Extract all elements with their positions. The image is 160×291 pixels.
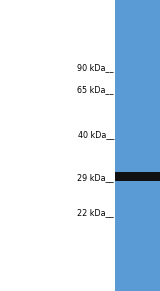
Text: 22 kDa__: 22 kDa__	[77, 208, 114, 217]
Text: 29 kDa__: 29 kDa__	[77, 173, 114, 182]
Bar	[115, 0, 160, 291]
Text: 90 kDa__: 90 kDa__	[77, 63, 114, 72]
Text: 40 kDa__: 40 kDa__	[77, 130, 114, 139]
Text: 65 kDa__: 65 kDa__	[77, 86, 114, 95]
Bar	[0, 0, 115, 291]
Bar	[115, 171, 160, 180]
